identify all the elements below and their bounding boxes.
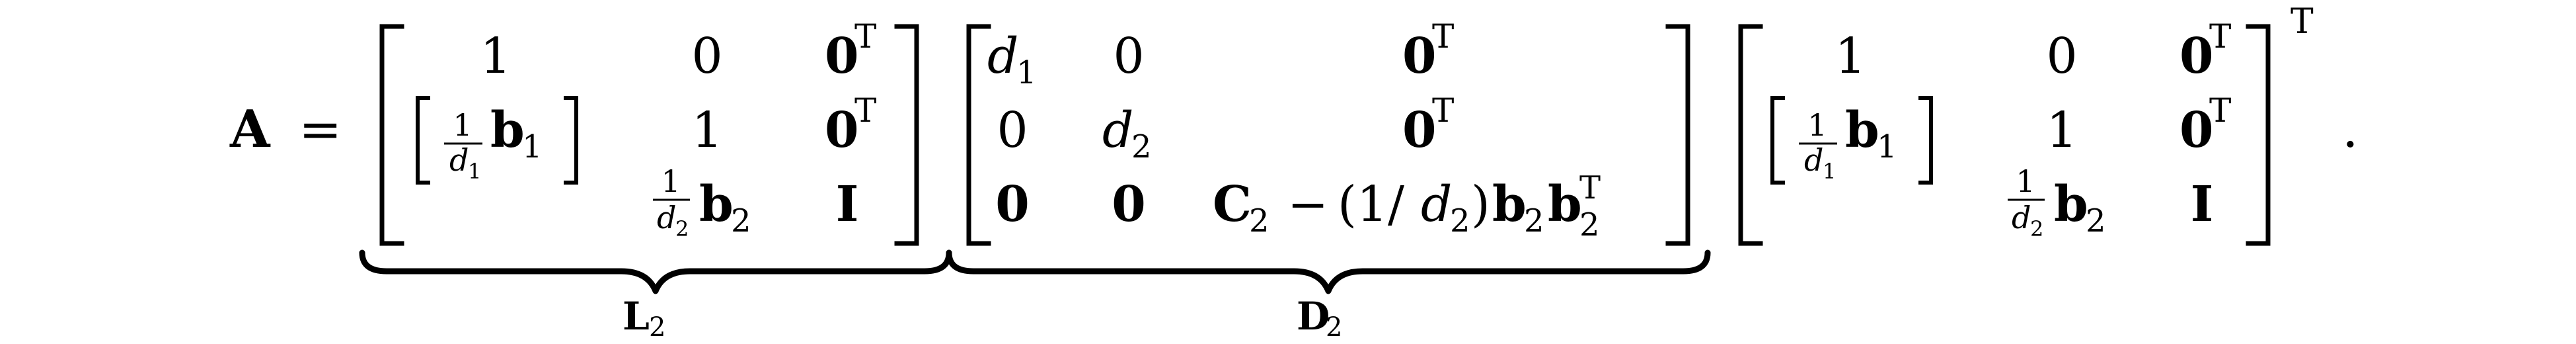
D2-r3c3-b2-transpose: T — [1579, 169, 1601, 206]
L2-r3-vector-b: b — [699, 176, 734, 233]
L2-r2c3-zero: 0 — [825, 102, 859, 159]
D2-r3c3-b2-sub: 2 — [1579, 206, 1600, 243]
LT-r3-frac-den: d — [2012, 200, 2031, 236]
LT-r3c3-identity: I — [2191, 176, 2214, 233]
L2-r2-frac-den-sub: 1 — [468, 159, 481, 184]
matrix-L2-transpose: 1 0 0 T 1 d 1 b 1 1 0 T 1 d 2 b 2 I — [1738, 17, 2271, 246]
D2-r1c3-zero: 0 — [1402, 28, 1437, 85]
L2-r1c3-zero: 0 — [825, 28, 859, 85]
L2-r2-vector-b: b — [490, 102, 525, 159]
D2-r3c3-open-paren: (1/ — [1338, 176, 1404, 233]
L2-r3-frac-den-sub: 2 — [675, 216, 689, 241]
D2-label-sub: 2 — [1326, 312, 1342, 343]
L2-right-bracket — [894, 24, 919, 246]
D2-r1c1-d: d — [987, 28, 1018, 85]
LT-r2-vector-sub: 1 — [1877, 128, 1897, 165]
LT-r3-frac-den-sub: 2 — [2030, 216, 2043, 241]
D2-label-letter: D — [1297, 294, 1330, 339]
L2-left-bracket — [379, 24, 404, 246]
matrix-D2: d 1 0 0 T 0 d 2 0 T 0 0 C 2 − (1/ d 2 ) … — [966, 17, 1690, 246]
lhs-matrix-A: A — [229, 99, 271, 159]
LT-r2c3-transpose: T — [2209, 91, 2231, 130]
LT-r2-frac-den: d — [1804, 142, 1823, 178]
D2-left-bracket — [966, 24, 991, 246]
D2-r1c2: 0 — [1113, 28, 1144, 85]
LT-r3-frac-num: 1 — [2016, 163, 2035, 199]
D2-r3c3-minus: − — [1287, 176, 1328, 233]
LT-r2-frac-num: 1 — [1807, 107, 1827, 143]
LT-r1c1: 1 — [1835, 28, 1866, 85]
D2-r2c3-zero: 0 — [1402, 102, 1437, 159]
L2-r2-frac-num: 1 — [453, 107, 472, 143]
outer-transpose-superscript: T — [2291, 2, 2314, 42]
LT-r2c3-zero: 0 — [2179, 102, 2214, 159]
equation-period: . — [2342, 100, 2359, 159]
L2-label-letter: L — [623, 294, 650, 339]
L2-r1c2: 0 — [691, 28, 722, 85]
matrix-L2: 1 0 0 T 1 d 1 b 1 1 0 T 1 d 2 b 2 I — [379, 17, 919, 246]
LT-left-bracket — [1738, 24, 1763, 246]
L2-r1c1: 1 — [480, 28, 511, 85]
LT-r1c3-zero: 0 — [2179, 28, 2214, 85]
D2-r3c3-b: b — [1492, 176, 1527, 233]
D2-r2c1: 0 — [997, 102, 1028, 159]
LT-r1c2: 0 — [2046, 28, 2077, 85]
LT-inner-right-bracket — [1918, 96, 1933, 185]
D2-r2c2-d: d — [1102, 102, 1133, 159]
D2-r1c1-sub: 1 — [1016, 54, 1037, 91]
L2-r2c2: 1 — [691, 102, 722, 159]
D2-right-bracket — [1665, 24, 1690, 246]
LT-r2c2: 1 — [2046, 102, 2077, 159]
D2-r1c3-transpose: T — [1432, 17, 1454, 56]
D2-r3c3-C: C — [1213, 176, 1252, 233]
D2-r3c2-zero-vector: 0 — [1112, 176, 1146, 233]
L2-inner-right-bracket — [564, 96, 578, 185]
L2-r3c3-identity: I — [836, 176, 859, 233]
D2-r3c1-zero-vector: 0 — [995, 176, 1030, 233]
D2-r3c3-C-sub: 2 — [1249, 202, 1269, 239]
D2-r3c3-b2: b — [1548, 176, 1582, 233]
L2-r3-vector-sub: 2 — [731, 202, 751, 239]
equals-sign: = — [299, 100, 342, 159]
LT-r3-vector-b: b — [2054, 176, 2088, 233]
L2-r3-frac-den: d — [657, 200, 676, 236]
D2-r3c3-d-sub: 2 — [1450, 202, 1470, 239]
D2-r3c3-close-paren: ) — [1471, 176, 1490, 233]
L2-underbrace — [359, 249, 952, 294]
LT-right-bracket — [2246, 24, 2271, 246]
LT-r2-frac-den-sub: 1 — [1823, 159, 1836, 184]
D2-underbrace — [946, 249, 1711, 294]
L2-r2c3-transpose: T — [854, 91, 876, 130]
L2-inner-left-bracket — [416, 96, 430, 185]
L2-r1c3-transpose: T — [854, 17, 876, 56]
D2-r2c2-sub: 2 — [1131, 128, 1152, 165]
L2-r2-vector-sub: 1 — [522, 128, 543, 165]
LT-r3-vector-sub: 2 — [2086, 202, 2106, 239]
L2-r2-frac-den: d — [449, 142, 469, 178]
LT-inner-left-bracket — [1770, 96, 1785, 185]
D2-r3c3-d: d — [1421, 176, 1452, 233]
LT-r2-vector-b: b — [1845, 102, 1879, 159]
L2-r3-frac-num: 1 — [661, 163, 680, 199]
D2-r2c3-transpose: T — [1432, 91, 1454, 130]
L2-label-sub: 2 — [649, 312, 665, 343]
D2-r3c3-b-sub: 2 — [1524, 202, 1544, 239]
LT-r1c3-transpose: T — [2209, 17, 2231, 56]
